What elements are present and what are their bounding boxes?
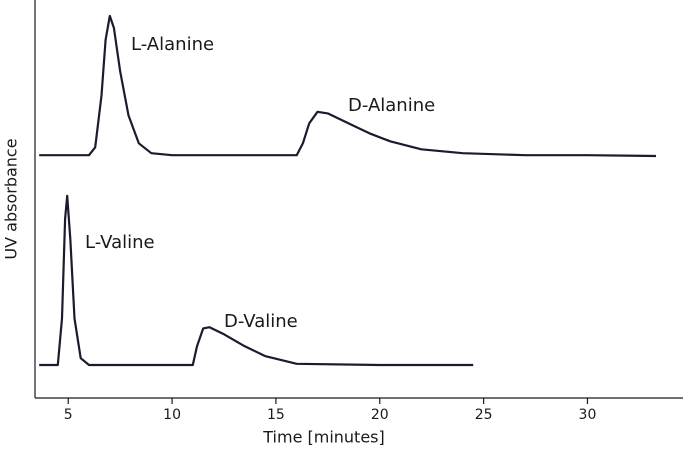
peak-label: L-Alanine <box>131 34 214 55</box>
x-tick-label: 10 <box>163 407 181 423</box>
x-tick-label: 15 <box>267 407 285 423</box>
x-axis-label: Time [minutes] <box>262 428 385 447</box>
peak-label: D-Alanine <box>348 95 435 116</box>
peak-label: D-Valine <box>224 311 298 332</box>
x-tick-label: 25 <box>475 407 493 423</box>
y-axis-label: UV absorbance <box>2 138 21 259</box>
trace <box>39 194 474 367</box>
x-tick-label: 5 <box>64 407 73 423</box>
x-tick-label: 20 <box>371 407 389 423</box>
x-tick-label: 30 <box>579 407 597 423</box>
peak-label: L-Valine <box>85 232 155 253</box>
trace <box>39 14 657 158</box>
